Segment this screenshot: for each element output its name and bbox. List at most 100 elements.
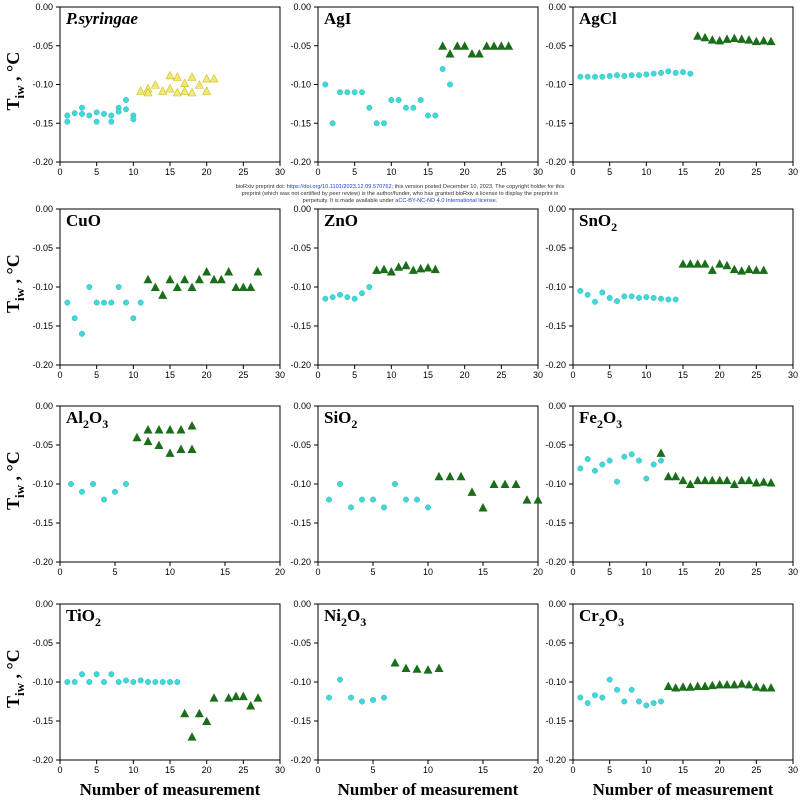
data-point-circle <box>606 676 613 683</box>
panel-title: TiO2 <box>66 606 101 629</box>
x-tick-label: 30 <box>275 167 285 177</box>
data-point-circle <box>643 71 650 78</box>
y-tick-label: -0.20 <box>32 557 53 567</box>
data-point-circle <box>348 504 354 511</box>
data-point-circle <box>672 296 679 303</box>
y-tick-label: -0.05 <box>290 440 311 450</box>
data-point-triangle <box>656 448 666 457</box>
x-tick-label: 20 <box>202 765 212 775</box>
y-tick-label: -0.15 <box>290 321 311 331</box>
x-tick-label: 5 <box>607 765 612 775</box>
x-tick-label: 25 <box>238 370 248 380</box>
data-point-triangle <box>438 41 448 50</box>
data-point-circle <box>592 692 598 699</box>
data-point-triangle <box>154 425 164 434</box>
x-tick-label: 10 <box>641 370 651 380</box>
x-tick-label: 25 <box>238 167 248 177</box>
data-point-triangle <box>150 80 160 89</box>
data-point-triangle <box>394 262 404 271</box>
data-point-circle <box>425 504 431 511</box>
x-tick-label: 10 <box>641 167 651 177</box>
x-tick-label: 20 <box>202 167 212 177</box>
data-point-circle <box>447 81 453 88</box>
x-tick-label: 5 <box>370 567 375 577</box>
data-point-triangle <box>172 72 182 81</box>
data-point-circle <box>584 291 591 298</box>
data-point-circle <box>79 488 85 495</box>
data-point-circle <box>599 461 606 468</box>
y-tick-label: -0.15 <box>545 518 566 528</box>
data-point-triangle <box>165 83 175 93</box>
x-tick-label: 20 <box>715 765 725 775</box>
data-point-triangle <box>401 260 411 270</box>
x-tick-label: 0 <box>570 370 575 380</box>
y-tick-label: -0.20 <box>290 360 311 370</box>
data-point-triangle <box>176 444 186 453</box>
panel-title: Fe2O3 <box>579 408 622 431</box>
x-axis-label: Number of measurement <box>593 780 774 799</box>
x-tick-label: 15 <box>165 765 175 775</box>
panel-1: 0 5 10 15 20 25 30 0.00 -0.05 -0.10 -0.15 -0.20 P.sy… <box>32 2 285 177</box>
data-point-circle <box>650 461 657 468</box>
x-tick-label: 20 <box>460 370 470 380</box>
data-point-triangle <box>434 471 444 481</box>
data-point-triangle <box>759 265 769 274</box>
data-point-triangle <box>143 87 153 97</box>
data-point-circle <box>115 284 122 290</box>
data-point-circle <box>344 89 351 96</box>
x-tick-label: 15 <box>678 167 688 177</box>
data-point-circle <box>366 104 373 111</box>
x-tick-label: 0 <box>315 567 320 577</box>
data-point-circle <box>68 481 74 487</box>
y-tick-label: -0.05 <box>290 243 311 253</box>
data-point-triangle <box>467 49 477 58</box>
y-tick-label: -0.20 <box>545 157 566 167</box>
data-point-circle <box>614 478 620 485</box>
data-point-triangle <box>180 708 190 718</box>
panel-title: CuO <box>66 211 101 230</box>
x-tick-label: 0 <box>570 567 575 577</box>
y-tick-label: -0.05 <box>545 41 566 51</box>
data-point-circle <box>174 679 181 685</box>
panel-12: 0 5 10 15 20 25 30 0.00 -0.05 -0.10 -0.15 -0.20 Cr2O… <box>545 599 798 775</box>
data-point-circle <box>108 112 115 119</box>
data-point-circle <box>359 89 365 96</box>
data-point-circle <box>101 496 107 503</box>
data-point-circle <box>636 457 642 464</box>
data-point-circle <box>344 294 351 301</box>
data-point-circle <box>614 72 620 79</box>
y-tick-label: 0.00 <box>548 204 566 214</box>
x-tick-label: 15 <box>423 167 433 177</box>
data-point-circle <box>381 120 387 127</box>
data-point-circle <box>584 73 591 80</box>
data-point-triangle <box>136 86 146 95</box>
x-tick-label: 5 <box>607 167 612 177</box>
plot-frame <box>572 208 794 366</box>
x-tick-label: 10 <box>386 370 396 380</box>
title-segment: Al <box>66 408 83 427</box>
y-tick-label: -0.20 <box>290 557 311 567</box>
x-tick-label: 15 <box>478 765 488 775</box>
title-subscript: 2 <box>83 417 89 431</box>
data-point-triangle <box>744 264 754 274</box>
data-point-circle <box>123 481 129 487</box>
notice-text: . <box>496 198 498 204</box>
y-axis-label-main: T <box>3 301 23 313</box>
data-point-triangle <box>238 282 248 292</box>
y-axis-label-main: T <box>3 696 23 708</box>
data-point-triangle <box>478 503 488 512</box>
data-point-triangle <box>500 479 510 489</box>
data-point-triangle <box>489 479 499 489</box>
x-tick-label: 0 <box>57 567 62 577</box>
data-point-triangle <box>401 663 411 673</box>
title-subscript: 2 <box>341 615 347 629</box>
title-segment: CuO <box>66 211 101 230</box>
y-tick-label: 0.00 <box>35 204 53 214</box>
data-point-triangle <box>700 32 710 42</box>
data-point-circle <box>337 291 343 298</box>
data-point-triangle <box>209 693 219 702</box>
data-point-circle <box>366 284 373 290</box>
data-point-circle <box>351 295 358 302</box>
y-tick-label: -0.20 <box>290 157 311 167</box>
panel-title: Cr2O3 <box>579 606 624 629</box>
